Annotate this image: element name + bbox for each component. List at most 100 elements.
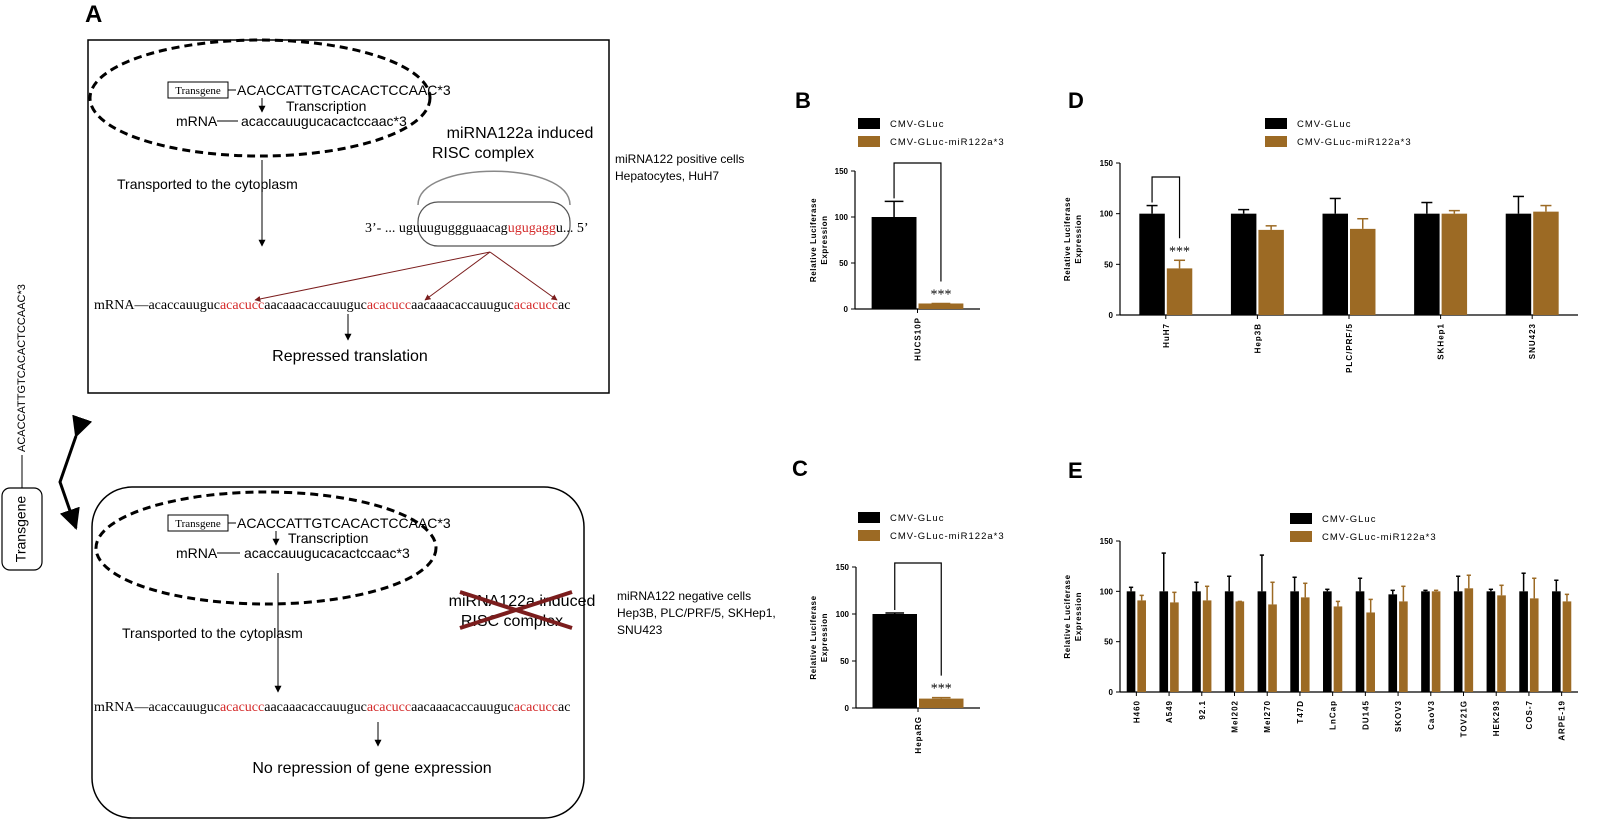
legend-label: CMV-GLuc-miR122a*3 [890, 531, 1005, 542]
bar [1355, 591, 1365, 692]
seq-part: ac [558, 700, 570, 715]
bar [1399, 601, 1408, 692]
mrna-seq: acaccauugucacactccaac*3 [244, 545, 410, 561]
legend-swatch [1265, 136, 1287, 147]
panel-box [91, 486, 585, 819]
bar [1519, 591, 1528, 692]
bar [1431, 591, 1441, 692]
legend-label: CMV-GLuc-miR122a*3 [1322, 532, 1437, 543]
y-tick-label: 0 [1109, 311, 1114, 320]
y-axis-label: Relative Luciferase [809, 198, 818, 282]
y-tick-label: 100 [835, 213, 849, 222]
panel-label: A [85, 1, 102, 28]
mirna-seq: 3’- ... uguuuguggguaacagugugaggu... 5’ [365, 221, 589, 236]
legend-swatch [1265, 118, 1287, 129]
bar [1529, 598, 1539, 692]
bar [1159, 591, 1169, 692]
x-tick-label: HEK293 [1492, 700, 1501, 736]
site: acacucc [220, 298, 264, 313]
bar [1323, 591, 1332, 692]
bar [1464, 588, 1474, 692]
x-tick-label: SKOV3 [1394, 700, 1403, 732]
seq-part: 3’- ... uguuuguggguaacag [365, 221, 508, 236]
bar [1258, 229, 1284, 315]
panel-box [87, 39, 610, 394]
bar [1414, 213, 1440, 315]
x-tick-label: Mel270 [1263, 700, 1272, 733]
site: acacucc [514, 298, 558, 313]
seq-part: ac [558, 298, 570, 313]
x-tick-label: LnCap [1329, 700, 1338, 730]
seq-part: mRNA—acaccauuguc [94, 700, 220, 715]
y-tick-label: 150 [1100, 159, 1114, 168]
risc-title: miRNA122a induced [447, 125, 594, 142]
bar [1497, 595, 1506, 692]
bar [1486, 591, 1496, 692]
site: acacucc [367, 700, 411, 715]
cell-type: miRNA122 positive cells [615, 152, 744, 166]
x-tick-label: SKHep1 [1437, 323, 1446, 360]
significance: *** [931, 682, 952, 697]
y-tick-label: 100 [1100, 210, 1114, 219]
x-tick-label: PLC/PRF/5 [1345, 323, 1354, 373]
bar [918, 303, 964, 309]
seed-seq: ugugagg [508, 221, 556, 236]
y-tick-label: 100 [836, 610, 850, 619]
legend-swatch [858, 530, 880, 541]
x-tick-label: T47D [1296, 700, 1305, 724]
arrow [424, 251, 491, 301]
bar [1192, 591, 1201, 692]
y-tick-label: 150 [1100, 537, 1114, 546]
transgene: Transgene [13, 496, 29, 563]
y-tick-label: 100 [1100, 587, 1114, 596]
legend-swatch [858, 118, 880, 129]
nucleus [94, 490, 438, 606]
seq-part: aacaaacaccauuguc [264, 700, 367, 715]
x-tick-label: ARPE-19 [1558, 700, 1567, 741]
target-seq: mRNA—acaccauugucacacuccaacaaacaccauuguca… [94, 700, 570, 715]
y-axis-label: Expression [1074, 592, 1083, 641]
panel-label: C [792, 456, 808, 481]
y-axis-label: Relative Luciferase [809, 595, 818, 679]
x-tick-label: CaoV3 [1427, 700, 1436, 730]
y-tick-label: 150 [835, 167, 849, 176]
arrow [489, 251, 558, 301]
y-tick-label: 50 [839, 259, 848, 268]
legend-label: CMV-GLuc-miR122a*3 [890, 137, 1005, 148]
legend-swatch [1290, 513, 1312, 524]
cell-type: miRNA122 negative cells [617, 589, 751, 603]
bar [1235, 601, 1245, 692]
x-tick-label: Hep3B [1253, 323, 1262, 353]
y-axis-label: Relative Luciferase [1063, 574, 1072, 658]
significance: *** [930, 287, 951, 302]
y-tick-label: 50 [1104, 260, 1113, 269]
target-seq: mRNA—acaccauugucacacuccaacaaacaccauuguca… [94, 298, 570, 313]
legend-label: CMV-GLuc [890, 119, 944, 130]
transcription: Transcription [288, 530, 368, 546]
legend-swatch [1290, 531, 1312, 542]
site: acacucc [514, 700, 558, 715]
double-arrow [58, 414, 93, 530]
bar [1126, 591, 1136, 692]
bracket [894, 562, 942, 676]
y-axis-label: Expression [820, 613, 829, 662]
outcome: No repression of gene expression [252, 760, 491, 777]
y-axis-label: Expression [1074, 214, 1083, 263]
cross [459, 590, 573, 630]
transport: Transported to the cytoplasm [117, 176, 298, 192]
panel-label: E [1068, 458, 1083, 483]
seq-part: aacaaacaccauuguc [264, 298, 367, 313]
bar [1533, 211, 1559, 315]
legend-label: CMV-GLuc [1297, 119, 1351, 130]
x-tick-label: DU145 [1361, 700, 1370, 730]
bar [1322, 213, 1348, 315]
bar [872, 614, 917, 708]
significance: *** [1169, 244, 1190, 259]
bar [1505, 213, 1532, 315]
x-tick-label: HUCS10P [914, 317, 923, 361]
transcription: Transcription [286, 98, 366, 114]
x-tick-label: COS-7 [1525, 700, 1534, 729]
bar [919, 698, 964, 708]
bar [1268, 604, 1277, 692]
